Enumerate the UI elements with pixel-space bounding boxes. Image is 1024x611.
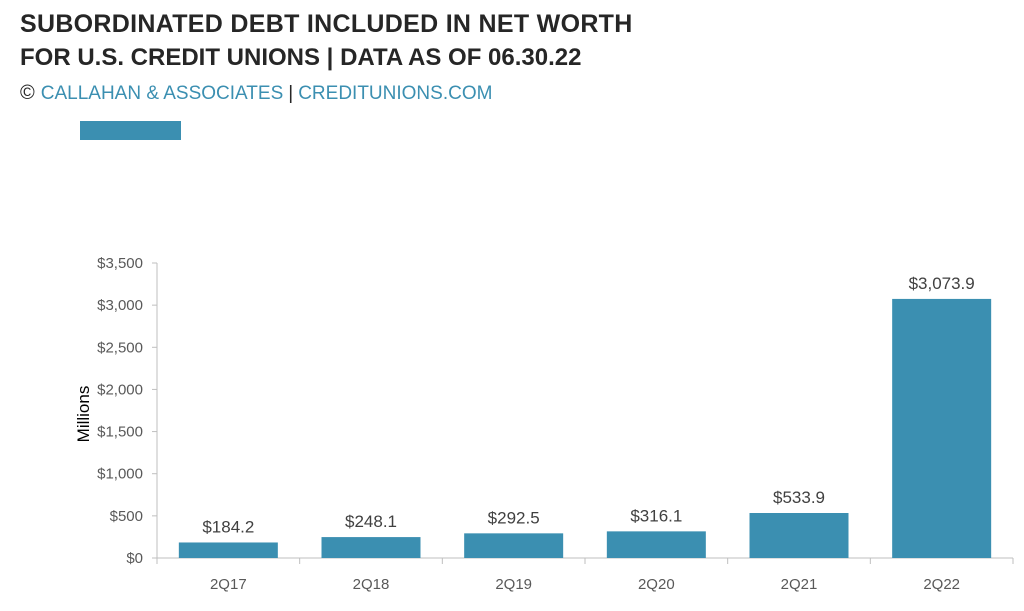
legend-swatch [80,121,181,140]
data-label-2q21: $533.9 [773,488,825,507]
y-tick-label: $2,500 [97,339,143,356]
x-tick-group: 2Q17 2Q18 2Q19 2Q20 2Q21 2Q22 [156,558,1014,593]
bar-2q22 [892,298,992,558]
data-label-2q19: $292.5 [488,508,540,527]
bar-2q17 [178,542,278,558]
credit-separator: | [288,83,294,104]
x-tick-label: 2Q22 [923,576,960,593]
x-tick-label: 2Q17 [210,576,247,593]
bar-2q20 [606,531,706,558]
bar-2q18 [321,537,421,558]
data-label-2q17: $184.2 [202,517,254,536]
x-tick-label: 2Q20 [638,576,675,593]
x-tick-label: 2Q18 [353,576,390,593]
bar-group: $184.2 $248.1 $292.5 $316.1 $533.9 $3,073.9 [178,274,992,558]
credit-line: © CALLAHAN & ASSOCIATES | CREDITUNIONS.COM [20,82,492,105]
y-axis-label: Millions [74,386,93,443]
callahan-link[interactable]: CALLAHAN & ASSOCIATES [40,83,284,104]
data-label-2q22: $3,073.9 [909,274,975,293]
y-tick-label: $500 [110,508,143,525]
chart-title: SUBORDINATED DEBT INCLUDED IN NET WORTH [20,10,633,38]
y-tick-label: $0 [126,550,143,567]
y-tick-label: $2,000 [97,381,143,398]
y-tick-label: $3,000 [97,297,143,314]
y-tick-label: $1,000 [97,466,143,483]
y-tick-group: $0 $500 $1,000 $1,500 $2,000 $2,500 $3,000 $3,5… [97,255,157,567]
bar-2q19 [464,533,564,558]
y-tick-label: $1,500 [97,424,143,441]
creditunions-link[interactable]: CREDITUNIONS.COM [298,83,493,104]
chart-subtitle: FOR U.S. CREDIT UNIONS | DATA AS OF 06.3… [20,44,582,71]
x-tick-label: 2Q19 [495,576,532,593]
bar-2q21 [749,512,849,558]
x-tick-label: 2Q21 [781,576,818,593]
y-tick-label: $3,500 [97,255,143,272]
copyright-icon: © [20,82,35,104]
data-label-2q20: $316.1 [630,506,682,525]
data-label-2q18: $248.1 [345,512,397,531]
